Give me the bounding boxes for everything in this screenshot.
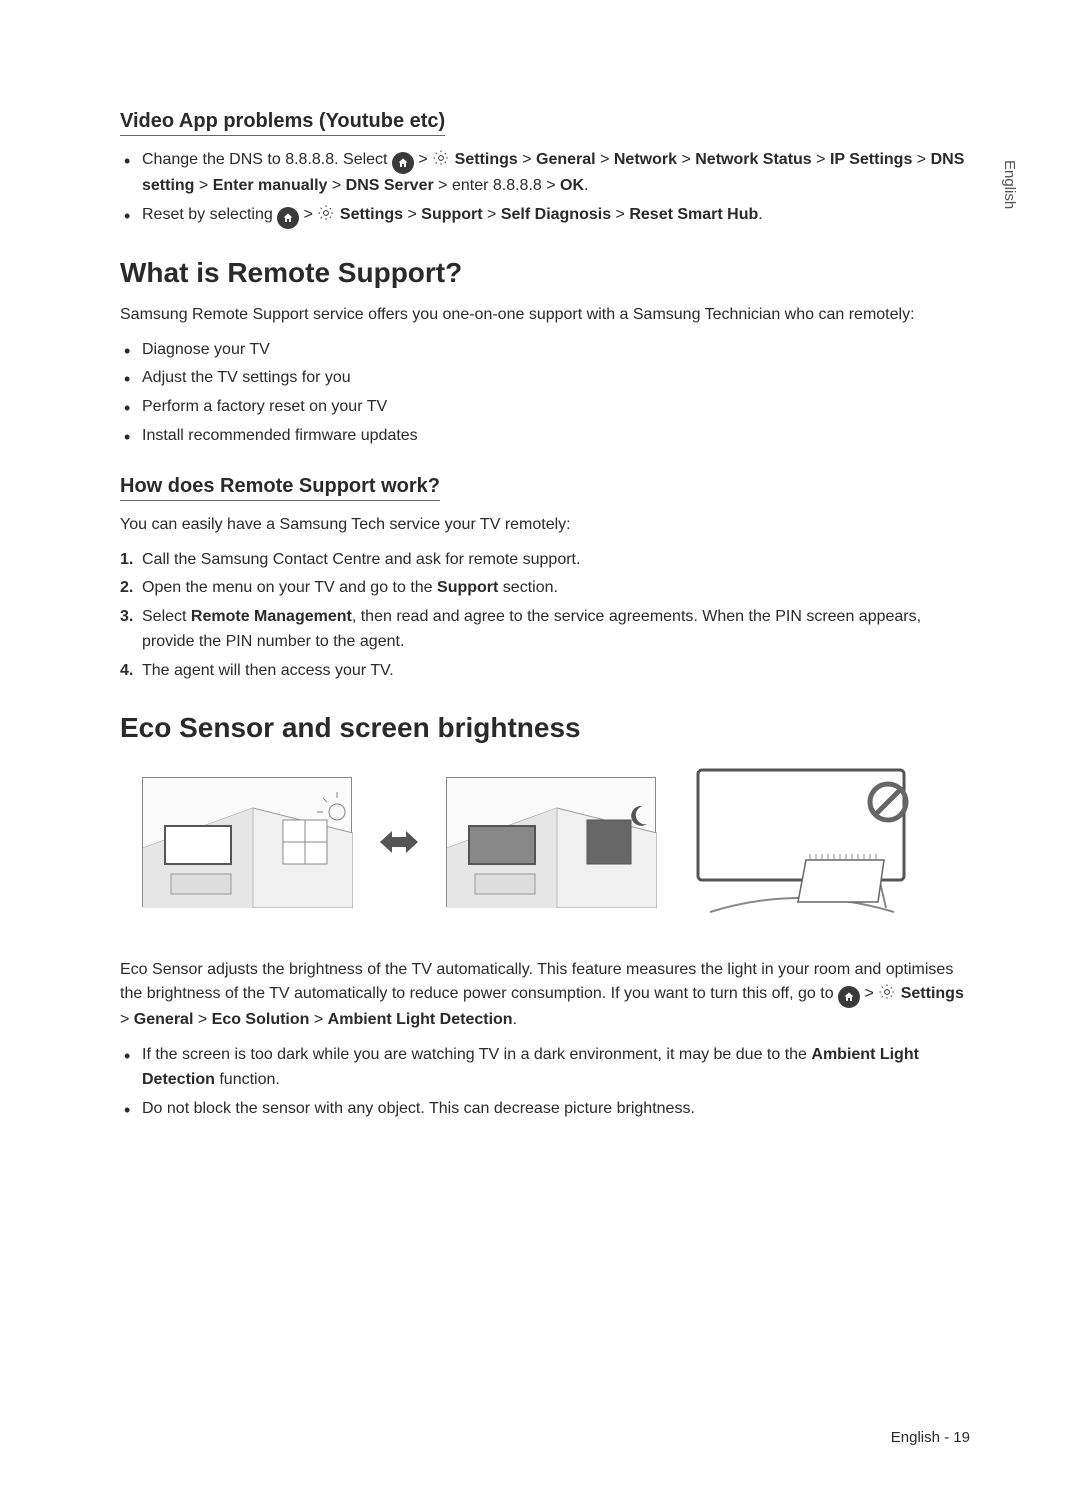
list-item: Reset by selecting > Settings > Support … (142, 203, 970, 229)
paragraph: Eco Sensor adjusts the brightness of the… (120, 958, 970, 1034)
language-side-label: English (1001, 160, 1018, 209)
home-icon (277, 207, 299, 229)
section-title: Eco Sensor and screen brightness (120, 712, 970, 744)
list-item: Adjust the TV settings for you (142, 366, 970, 391)
list-item: Open the menu on your TV and go to the S… (142, 576, 970, 601)
gear-icon (878, 983, 896, 1001)
list-item: Change the DNS to 8.8.8.8. Select > Sett… (142, 148, 970, 199)
figure-row (142, 762, 970, 922)
list-item: Perform a factory reset on your TV (142, 395, 970, 420)
section-title: What is Remote Support? (120, 257, 970, 289)
figure-tv-bright (142, 777, 352, 907)
section-title: Video App problems (Youtube etc) (120, 110, 445, 136)
list-item: Install recommended firmware updates (142, 424, 970, 449)
gear-icon (317, 204, 335, 222)
page-footer: English - 19 (891, 1429, 970, 1446)
paragraph: Samsung Remote Support service offers yo… (120, 303, 970, 328)
section-video-app: Video App problems (Youtube etc) Change … (120, 110, 970, 229)
gear-icon (432, 149, 450, 167)
figure-sensor-block (680, 762, 925, 922)
home-icon (392, 152, 414, 174)
home-icon (838, 986, 860, 1008)
list-item: Diagnose your TV (142, 338, 970, 363)
double-arrow-icon (376, 827, 422, 857)
section-title: How does Remote Support work? (120, 475, 440, 501)
list-item: Select Remote Management, then read and … (142, 605, 970, 655)
list-item: If the screen is too dark while you are … (142, 1043, 970, 1093)
list-item: Do not block the sensor with any object.… (142, 1097, 970, 1122)
figure-tv-dark (446, 777, 656, 907)
list-item: The agent will then access your TV. (142, 659, 970, 684)
list-item: Call the Samsung Contact Centre and ask … (142, 548, 970, 573)
paragraph: You can easily have a Samsung Tech servi… (120, 513, 970, 538)
